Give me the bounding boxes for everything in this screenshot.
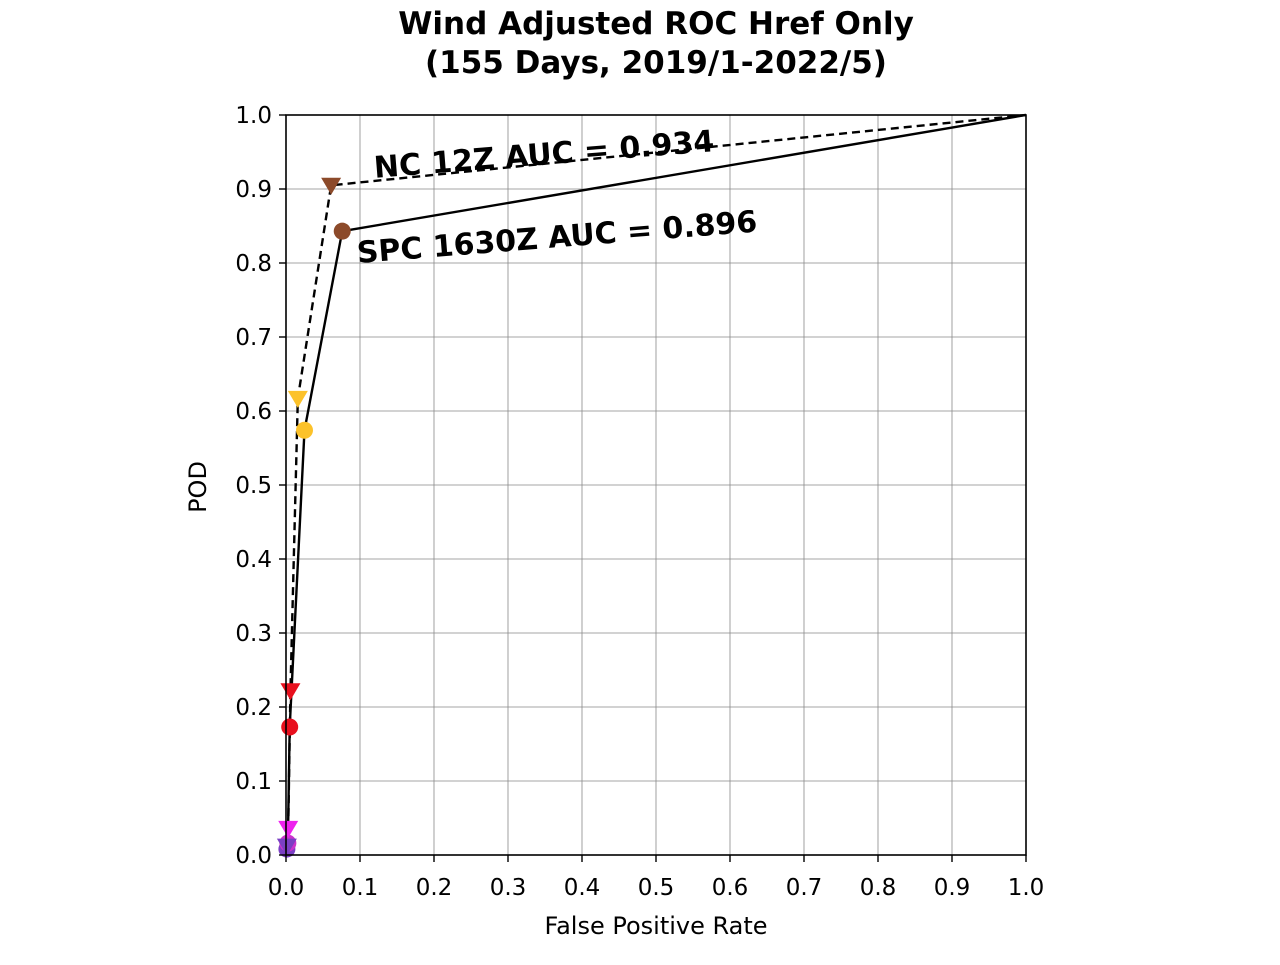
x-tick-label: 0.3	[490, 875, 527, 901]
series-1-point	[280, 683, 301, 701]
series-0-point	[333, 222, 351, 240]
x-tick-label: 0.0	[268, 875, 305, 901]
series-1-point	[276, 838, 297, 856]
axis-ticks: 0.0 0.1 0.2 0.3 0.4 0.5 0.6 0.7 0.8 0.9 1.0 0.0 0.1 0…	[235, 103, 1044, 901]
chart-title-line-2: (155 Days, 2019/1-2022/5)	[425, 45, 887, 81]
chart-title-line-1: Wind Adjusted ROC Href Only	[398, 6, 914, 42]
x-tick-label: 0.6	[712, 875, 749, 901]
y-tick-label: 0.4	[235, 547, 272, 573]
x-tick-label: 0.9	[934, 875, 971, 901]
y-tick-label: 0.7	[235, 325, 272, 351]
marker-layer	[276, 177, 351, 858]
series-0-point	[281, 718, 299, 736]
y-tick-label: 0.9	[235, 177, 272, 203]
series-1-point	[321, 177, 342, 195]
y-tick-label: 0.3	[235, 621, 272, 647]
x-tick-label: 0.2	[416, 875, 453, 901]
auc-annotation: SPC 1630Z AUC = 0.896	[356, 205, 759, 271]
x-tick-label: 1.0	[1008, 875, 1045, 901]
x-tick-label: 0.8	[860, 875, 897, 901]
series-1-point	[278, 820, 299, 838]
y-tick-label: 0.5	[235, 473, 272, 499]
x-tick-label: 0.7	[786, 875, 823, 901]
y-tick-label: 0.2	[235, 695, 272, 721]
x-tick-label: 0.1	[342, 875, 379, 901]
series-0-point	[296, 421, 313, 439]
y-tick-label: 0.6	[235, 399, 272, 425]
y-tick-label: 0.1	[235, 769, 272, 795]
series-1-point	[287, 390, 308, 408]
x-axis-label: False Positive Rate	[544, 912, 767, 940]
y-tick-label: 0.8	[235, 251, 272, 277]
y-axis-label: POD	[184, 461, 212, 513]
y-tick-label: 0.0	[235, 843, 272, 869]
y-tick-label: 1.0	[235, 103, 272, 129]
x-tick-label: 0.5	[638, 875, 675, 901]
x-tick-label: 0.4	[564, 875, 601, 901]
